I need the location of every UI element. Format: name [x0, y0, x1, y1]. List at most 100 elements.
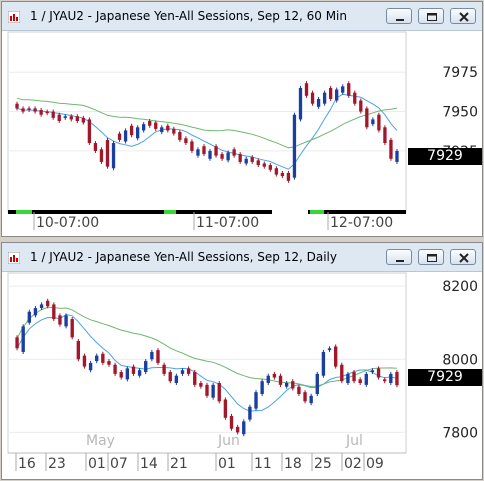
candle[interactable]: [15, 101, 19, 111]
candle[interactable]: [21, 106, 25, 114]
candle[interactable]: [186, 366, 191, 376]
candle[interactable]: [315, 371, 319, 397]
minimize-button[interactable]: [386, 249, 412, 265]
candle[interactable]: [232, 147, 236, 158]
candle[interactable]: [217, 380, 221, 404]
candle[interactable]: [377, 112, 381, 133]
candle[interactable]: [196, 147, 200, 158]
candle[interactable]: [162, 362, 166, 376]
candle[interactable]: [220, 152, 224, 161]
candle[interactable]: [107, 359, 111, 367]
candle[interactable]: [286, 170, 291, 183]
candle[interactable]: [69, 114, 73, 122]
candle[interactable]: [33, 106, 37, 114]
candle[interactable]: [76, 338, 81, 362]
candle[interactable]: [129, 123, 134, 138]
candle[interactable]: [208, 148, 212, 161]
candle[interactable]: [244, 156, 248, 166]
candle[interactable]: [93, 140, 98, 153]
candle[interactable]: [168, 370, 172, 384]
candle[interactable]: [46, 298, 50, 309]
candle[interactable]: [119, 370, 123, 380]
candle[interactable]: [51, 109, 55, 120]
candle[interactable]: [382, 377, 387, 384]
candle[interactable]: [190, 139, 194, 153]
candle[interactable]: [63, 114, 67, 120]
candle[interactable]: [370, 368, 375, 375]
candle[interactable]: [75, 114, 79, 124]
candle[interactable]: [125, 366, 130, 382]
candle[interactable]: [45, 109, 49, 116]
candle[interactable]: [303, 390, 307, 404]
candle[interactable]: [248, 404, 252, 422]
candle[interactable]: [358, 377, 362, 386]
candle[interactable]: [223, 397, 228, 420]
candle[interactable]: [235, 424, 240, 435]
candle[interactable]: [340, 362, 344, 384]
title-bar[interactable]: 1 / JYAU2 - Japanese Yen-All Sessions, S…: [2, 243, 482, 272]
candle[interactable]: [238, 152, 242, 164]
candle[interactable]: [359, 98, 363, 114]
candle[interactable]: [328, 85, 333, 102]
candle[interactable]: [395, 370, 399, 388]
candle[interactable]: [327, 346, 332, 353]
candle[interactable]: [347, 81, 351, 98]
candle[interactable]: [353, 90, 357, 106]
candle[interactable]: [250, 155, 254, 164]
candle[interactable]: [156, 348, 160, 365]
candle[interactable]: [148, 118, 152, 128]
candle[interactable]: [229, 413, 234, 431]
candle[interactable]: [322, 90, 327, 106]
candle[interactable]: [395, 148, 399, 164]
candle[interactable]: [27, 106, 31, 113]
restore-button[interactable]: [418, 8, 444, 24]
candle[interactable]: [58, 313, 62, 327]
candle[interactable]: [193, 370, 197, 387]
candle[interactable]: [174, 373, 179, 386]
candle[interactable]: [88, 360, 93, 373]
candle[interactable]: [87, 117, 92, 146]
candle[interactable]: [278, 373, 283, 387]
candle[interactable]: [321, 349, 326, 378]
candle[interactable]: [150, 349, 154, 362]
minimize-button[interactable]: [386, 8, 412, 24]
candle[interactable]: [21, 324, 25, 354]
candle[interactable]: [316, 96, 321, 109]
candle[interactable]: [70, 317, 74, 340]
candle[interactable]: [117, 131, 122, 142]
candle[interactable]: [211, 382, 215, 400]
chart-window-60min[interactable]: 1 / JYAU2 - Japanese Yen-All Sessions, S…: [1, 1, 483, 237]
candle[interactable]: [272, 371, 277, 380]
restore-button[interactable]: [418, 249, 444, 265]
candle[interactable]: [310, 90, 315, 106]
candle[interactable]: [389, 137, 393, 161]
candle[interactable]: [242, 419, 246, 437]
candle[interactable]: [298, 85, 303, 122]
candle[interactable]: [131, 364, 136, 376]
candle[interactable]: [178, 129, 182, 142]
candle[interactable]: [214, 144, 218, 158]
candle[interactable]: [81, 115, 86, 125]
close-button[interactable]: [450, 8, 476, 24]
candle[interactable]: [154, 120, 158, 131]
close-button[interactable]: [450, 249, 476, 265]
candle[interactable]: [82, 353, 87, 369]
candle[interactable]: [297, 384, 301, 397]
candle[interactable]: [205, 382, 209, 398]
candle[interactable]: [309, 393, 313, 406]
candle[interactable]: [144, 359, 148, 375]
candle[interactable]: [95, 353, 99, 364]
candle[interactable]: [184, 136, 188, 146]
candle[interactable]: [262, 161, 266, 169]
candle[interactable]: [160, 125, 164, 135]
candle[interactable]: [352, 370, 356, 384]
candle[interactable]: [33, 306, 38, 318]
candle[interactable]: [389, 371, 393, 386]
candle[interactable]: [226, 150, 230, 163]
candle[interactable]: [266, 373, 270, 386]
candle[interactable]: [15, 335, 19, 351]
candle[interactable]: [202, 144, 206, 157]
candle[interactable]: [135, 125, 140, 141]
